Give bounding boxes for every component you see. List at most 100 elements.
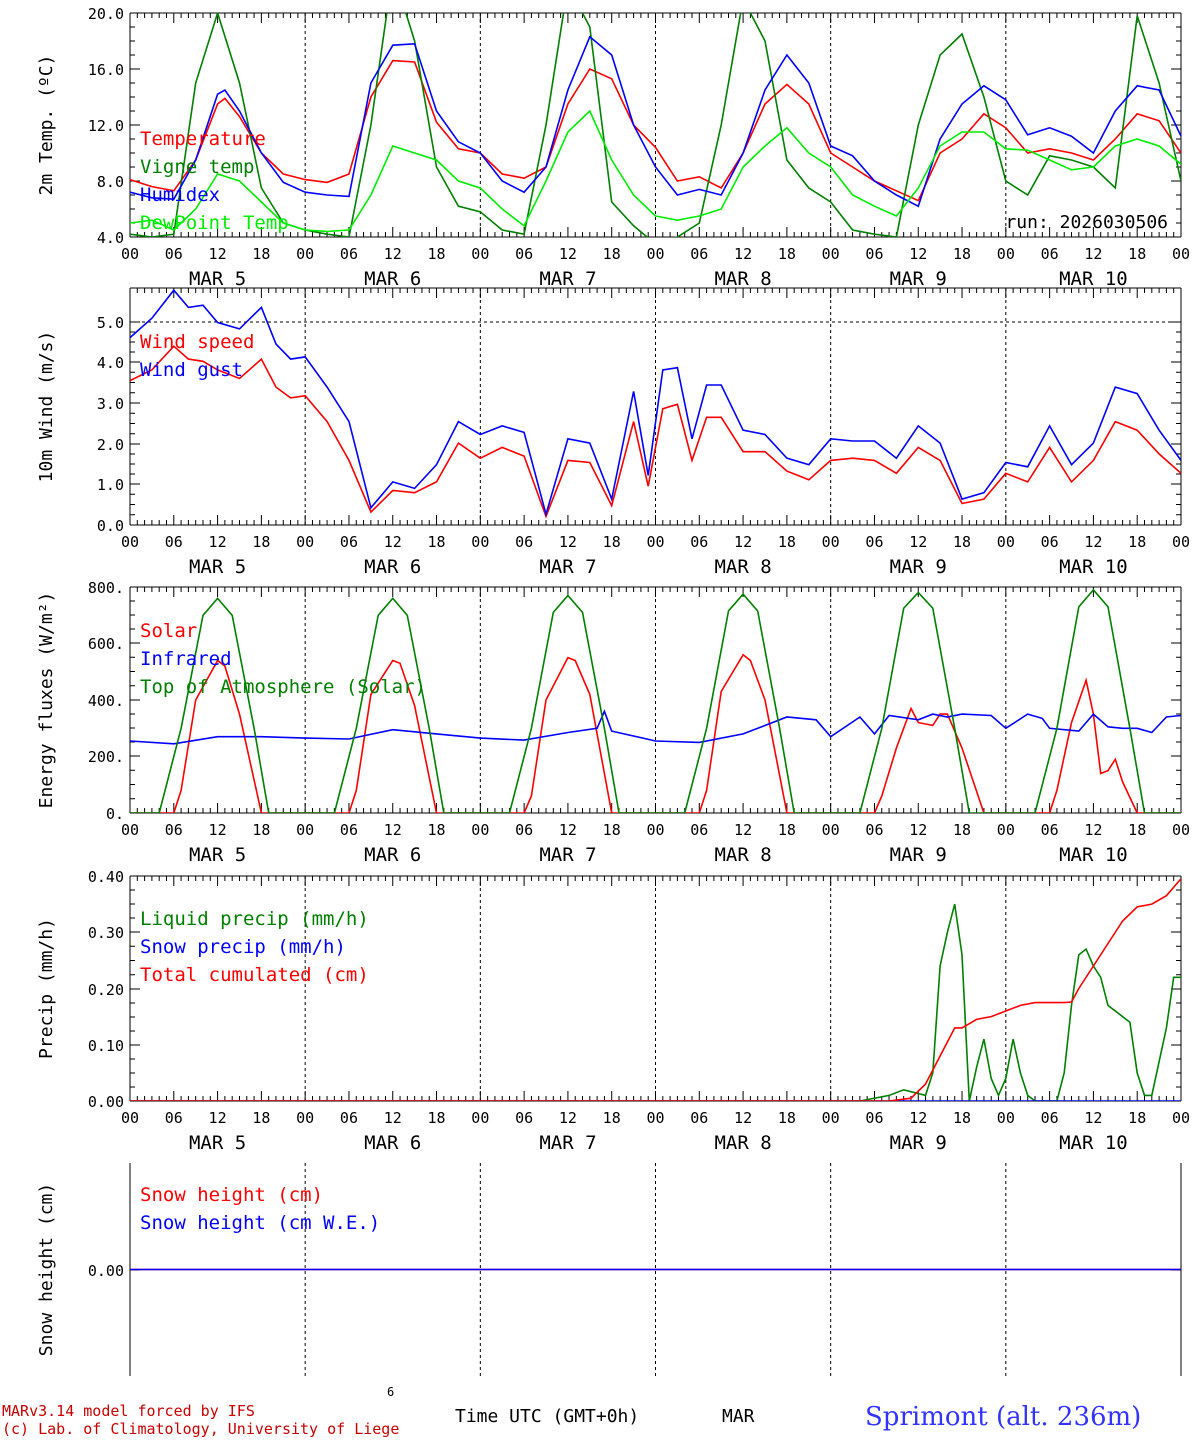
legend-entry: Liquid precip (mm/h) xyxy=(140,908,369,930)
y-tick-label: 200. xyxy=(88,748,124,766)
x-tick-label: 00 xyxy=(471,821,489,839)
model-credit-line1: MARv3.14 model forced by IFS xyxy=(2,1402,255,1420)
x-tick-label: 18 xyxy=(603,533,621,551)
x-tick-label: 00 xyxy=(471,1109,489,1127)
y-tick-label: 400. xyxy=(88,692,124,710)
x-tick-label: 18 xyxy=(1128,533,1146,551)
x-tick-label: 12 xyxy=(209,1109,227,1127)
x-tick-label: 00 xyxy=(296,245,314,263)
day-label: MAR 6 xyxy=(364,1132,421,1154)
x-tick-label: 06 xyxy=(340,533,358,551)
x-tick-label: 18 xyxy=(1128,821,1146,839)
x-tick-label: 18 xyxy=(778,533,796,551)
y-tick-label: 20.0 xyxy=(88,5,124,23)
x-tick-label: 00 xyxy=(997,245,1015,263)
x-tick-label: 18 xyxy=(953,245,971,263)
x-tick-label: 00 xyxy=(471,245,489,263)
x-tick-label: 00 xyxy=(1172,245,1190,263)
series-line-liquid-precip-mm-h- xyxy=(130,903,1181,1101)
y-tick-label: 600. xyxy=(88,635,124,653)
legend-entry: Humidex xyxy=(140,184,220,206)
x-tick-label: 12 xyxy=(559,533,577,551)
x-tick-label: 00 xyxy=(121,821,139,839)
x-tick-label: 18 xyxy=(252,533,270,551)
x-tick-label: 06 xyxy=(1041,245,1059,263)
month-label: MAR xyxy=(722,1406,755,1427)
x-tick-label: 00 xyxy=(121,245,139,263)
series-line-total-cumulated-cm- xyxy=(130,878,1181,1101)
y-tick-label: 4.0 xyxy=(97,354,124,372)
x-tick-label: 12 xyxy=(1084,821,1102,839)
x-tick-label: 12 xyxy=(209,245,227,263)
y-axis-label: Snow height (cm) xyxy=(36,1183,57,1356)
legend-entry: Snow precip (mm/h) xyxy=(140,936,346,958)
legend-entry: Snow height (cm W.E.) xyxy=(140,1212,380,1234)
legend-entry: Infrared xyxy=(140,648,232,670)
page-number: 6 xyxy=(387,1385,395,1399)
day-label: MAR 6 xyxy=(364,844,421,866)
x-tick-label: 00 xyxy=(997,533,1015,551)
day-label: MAR 9 xyxy=(890,268,947,290)
day-label: MAR 9 xyxy=(890,844,947,866)
y-tick-label: 0.20 xyxy=(88,981,124,999)
x-tick-label: 18 xyxy=(1128,245,1146,263)
day-label: MAR 8 xyxy=(714,268,771,290)
legend-entry: Wind gust xyxy=(140,359,243,381)
x-tick-label: 18 xyxy=(953,533,971,551)
x-tick-label: 00 xyxy=(1172,533,1190,551)
x-tick-label: 06 xyxy=(165,1109,183,1127)
y-tick-label: 12.0 xyxy=(88,117,124,135)
x-tick-label: 00 xyxy=(646,533,664,551)
x-tick-label: 06 xyxy=(515,1109,533,1127)
x-tick-label: 00 xyxy=(646,245,664,263)
x-tick-label: 00 xyxy=(822,1109,840,1127)
x-tick-label: 06 xyxy=(865,1109,883,1127)
x-tick-label: 12 xyxy=(384,1109,402,1127)
x-tick-label: 06 xyxy=(865,821,883,839)
x-tick-label: 18 xyxy=(603,245,621,263)
y-tick-label: 0. xyxy=(106,805,124,823)
y-axis-label: 2m Temp. (ºC) xyxy=(36,55,57,196)
x-tick-label: 00 xyxy=(121,1109,139,1127)
y-tick-label: 8.0 xyxy=(97,173,124,191)
y-tick-label: 2.0 xyxy=(97,436,124,454)
day-label: MAR 7 xyxy=(539,268,596,290)
x-tick-label: 06 xyxy=(340,245,358,263)
x-tick-label: 12 xyxy=(909,821,927,839)
day-label: MAR 5 xyxy=(189,556,246,578)
day-label: MAR 9 xyxy=(890,1132,947,1154)
y-tick-label: 0.0 xyxy=(97,517,124,535)
x-tick-label: 06 xyxy=(1041,821,1059,839)
day-label: MAR 10 xyxy=(1059,556,1128,578)
legend-entry: DewPoint Temp xyxy=(140,212,289,234)
x-tick-label: 00 xyxy=(646,821,664,839)
x-tick-label: 06 xyxy=(340,821,358,839)
series-line-infrared xyxy=(130,709,1181,745)
x-tick-label: 12 xyxy=(384,245,402,263)
x-tick-label: 06 xyxy=(515,821,533,839)
day-label: MAR 5 xyxy=(189,268,246,290)
x-tick-label: 06 xyxy=(1041,1109,1059,1127)
day-label: MAR 10 xyxy=(1059,1132,1128,1154)
x-tick-label: 06 xyxy=(165,245,183,263)
day-label: MAR 6 xyxy=(364,268,421,290)
y-tick-label: 0.00 xyxy=(88,1262,124,1280)
y-tick-label: 5.0 xyxy=(97,314,124,332)
x-tick-label: 12 xyxy=(559,1109,577,1127)
x-tick-label: 12 xyxy=(1084,245,1102,263)
x-tick-label: 12 xyxy=(209,821,227,839)
day-label: MAR 10 xyxy=(1059,268,1128,290)
x-tick-label: 12 xyxy=(1084,1109,1102,1127)
legend-entry: Solar xyxy=(140,620,197,642)
x-tick-label: 06 xyxy=(690,821,708,839)
x-tick-label: 18 xyxy=(778,1109,796,1127)
x-tick-label: 00 xyxy=(822,533,840,551)
x-tick-label: 18 xyxy=(428,245,446,263)
x-tick-label: 12 xyxy=(909,245,927,263)
x-tick-label: 12 xyxy=(734,533,752,551)
day-label: MAR 7 xyxy=(539,1132,596,1154)
x-tick-label: 00 xyxy=(121,533,139,551)
legend-entry: Total cumulated (cm) xyxy=(140,964,369,986)
y-tick-label: 3.0 xyxy=(97,395,124,413)
series-line-dewpoint-temp xyxy=(130,109,1181,233)
